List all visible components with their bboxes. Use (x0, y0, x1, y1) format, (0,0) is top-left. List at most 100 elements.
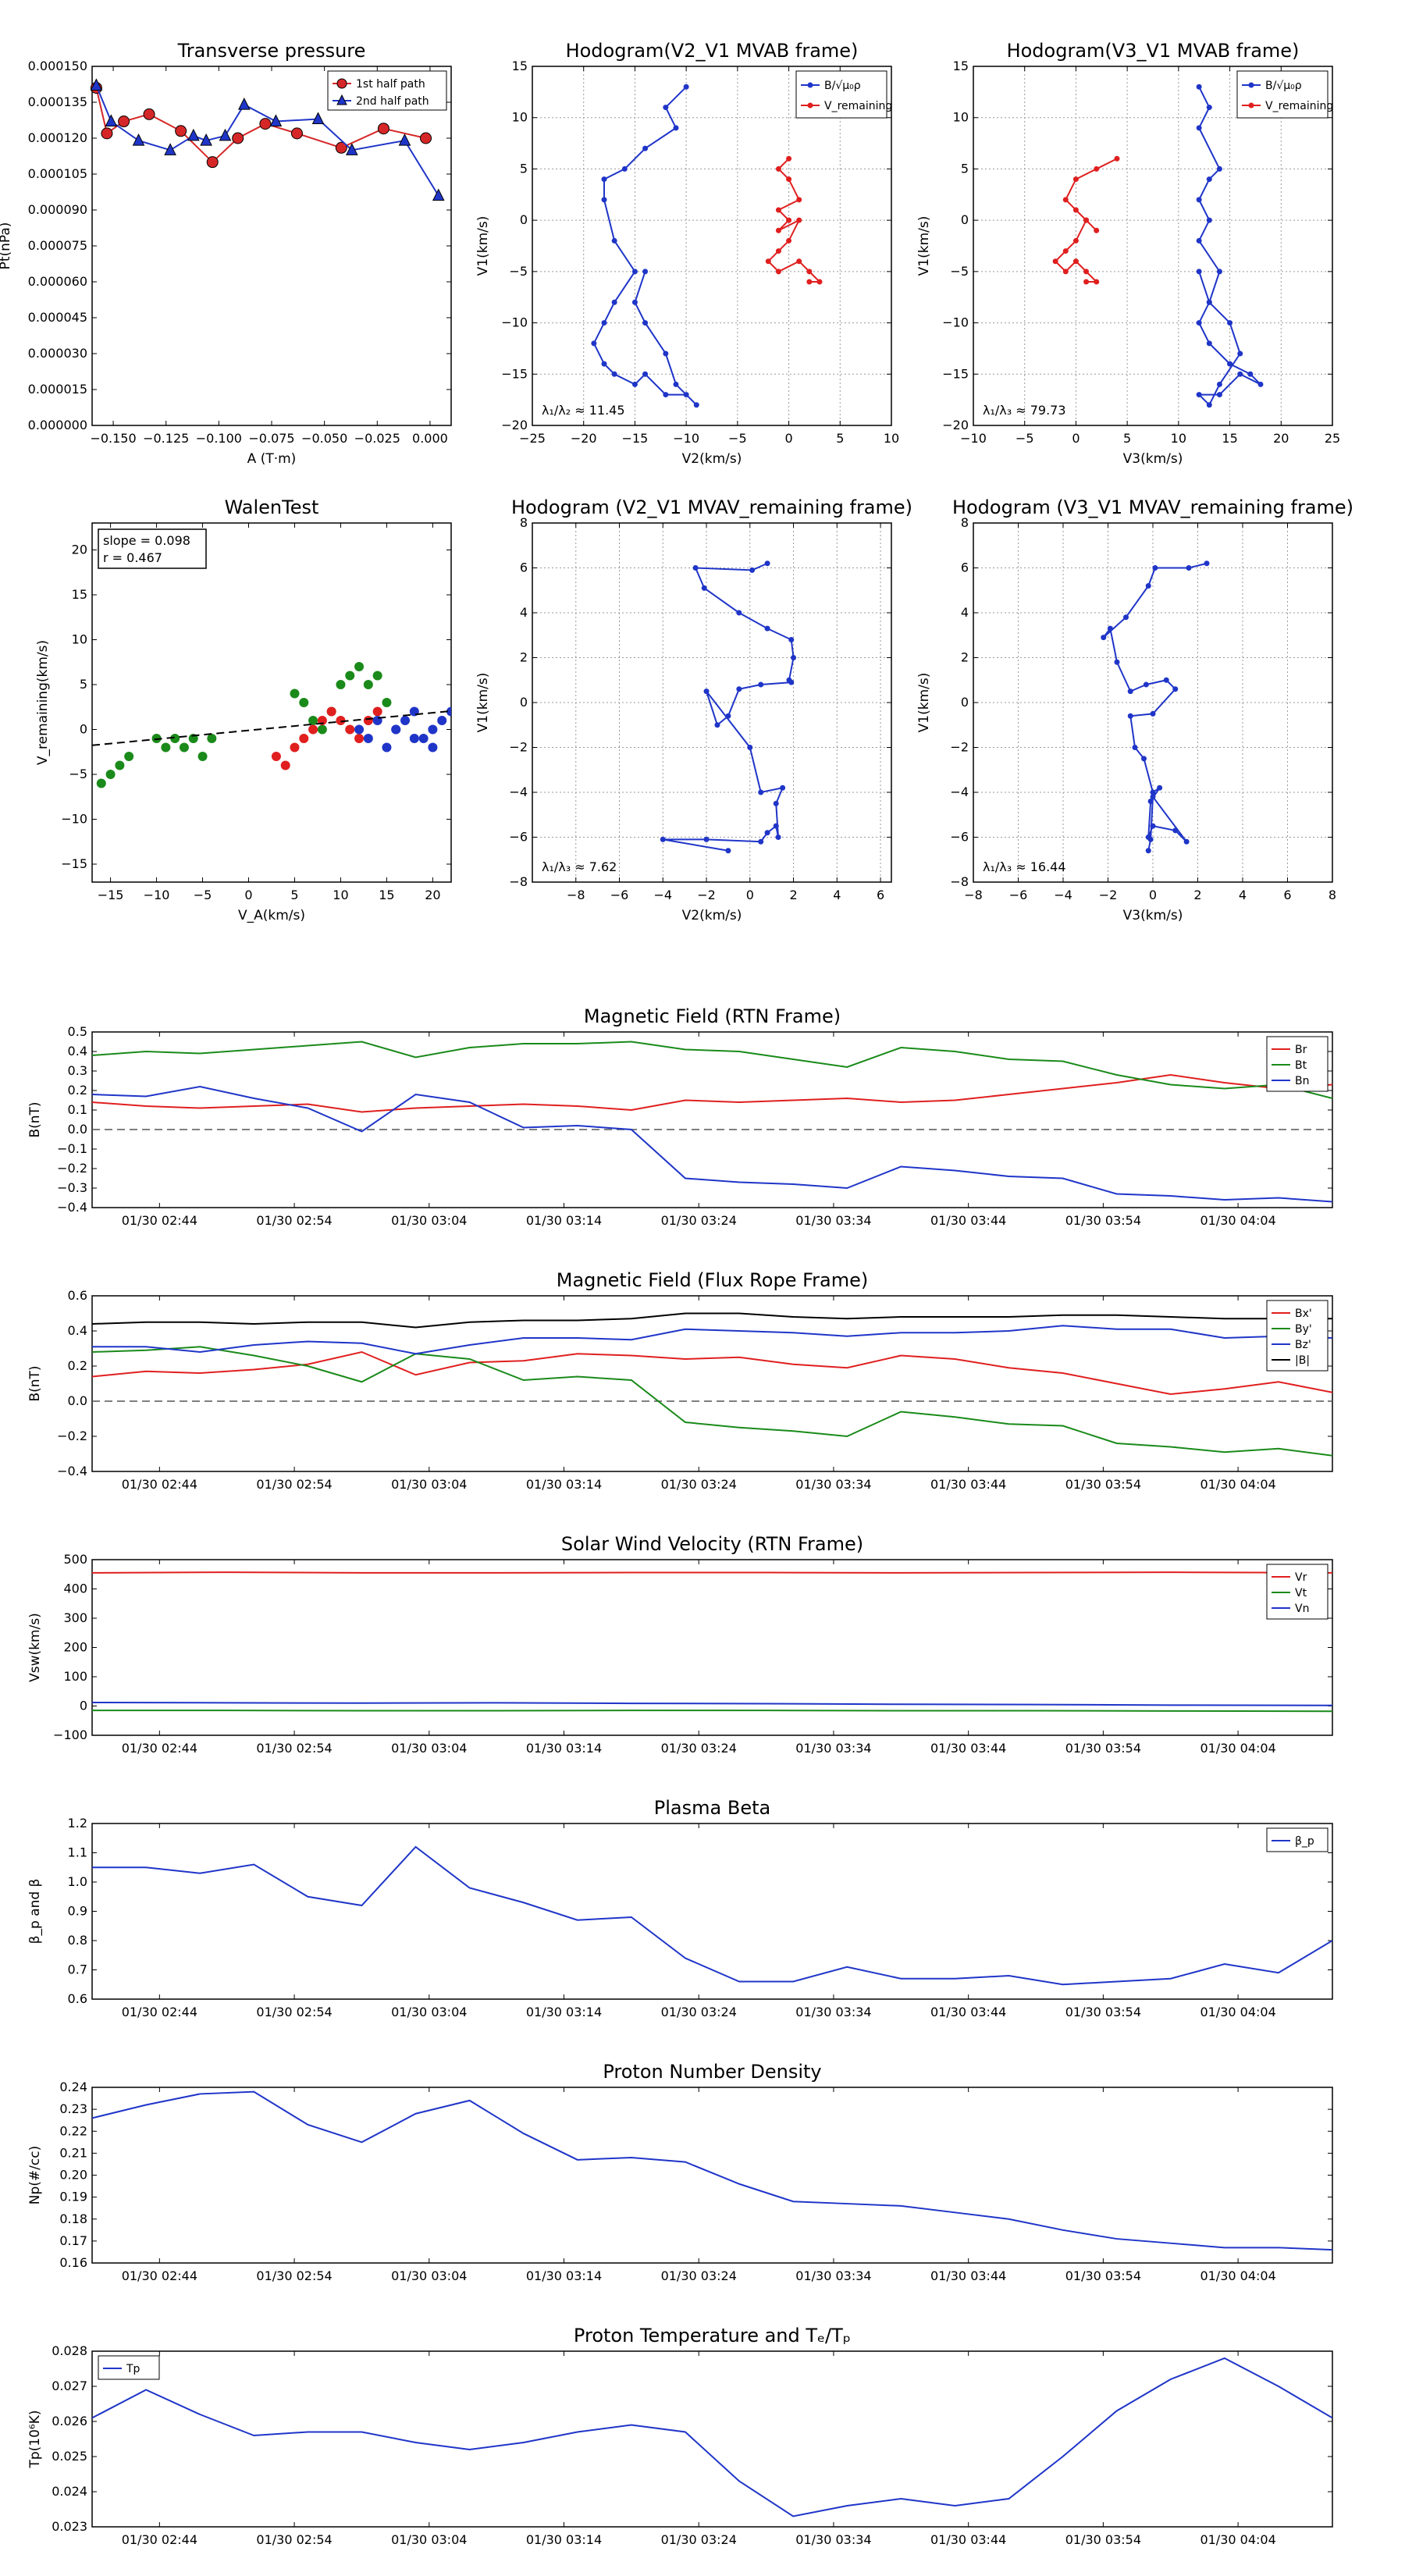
data-point (775, 227, 781, 233)
x-tick-label: 01/30 03:04 (391, 2268, 467, 2283)
hodo-v2-chart: −25 −20 −15 −10 −5 0 5 10−20−15−10−5051015Hodog… (475, 40, 899, 467)
data-point (1127, 713, 1133, 719)
data-point (308, 716, 318, 725)
legend-label: Vt (1295, 1587, 1307, 1599)
data-point (1072, 258, 1079, 265)
y-tick-label: −5 (950, 264, 969, 279)
series-line (663, 562, 795, 852)
series-line (92, 1325, 1332, 1355)
chart-title: Hodogram(V3_V1 MVAB frame) (1007, 40, 1300, 62)
data-point (601, 197, 607, 203)
data-point (354, 734, 365, 743)
x-tick-label: −8 (567, 888, 585, 902)
chart-title: Solar Wind Velocity (RTN Frame) (561, 1533, 863, 1555)
data-point (1163, 677, 1169, 683)
x-tick-label: 01/30 03:14 (526, 1477, 602, 1492)
data-point (1150, 710, 1156, 717)
y-tick-label: 400 (63, 1582, 87, 1596)
data-point (1227, 361, 1233, 367)
x-tick-label: 01/30 04:04 (1200, 1213, 1275, 1228)
x-tick-label: 5 (836, 431, 844, 446)
series-line (1054, 158, 1118, 283)
y-tick-label: 0 (80, 1699, 87, 1713)
data-point (90, 78, 103, 91)
y-tick-label: 1.2 (68, 1816, 87, 1831)
x-tick-label: 01/30 03:54 (1065, 2532, 1141, 2547)
legend-label: 2nd half path (356, 95, 429, 108)
data-point (683, 84, 689, 90)
data-point (758, 838, 764, 845)
data-point (1145, 583, 1151, 589)
data-point (428, 742, 438, 753)
data-point (611, 371, 617, 377)
data-point (197, 752, 208, 761)
x-tick-label: 4 (1239, 888, 1247, 902)
data-point (175, 125, 187, 137)
legend-label: Bt (1295, 1059, 1307, 1072)
y-tick-label: 0.000090 (28, 202, 87, 217)
x-tick-label: 01/30 03:34 (795, 2268, 871, 2283)
chart-title: Proton Temperature and Tₑ/Tₚ (574, 2325, 851, 2347)
data-point (420, 132, 432, 144)
y-tick-label: 0.20 (59, 2168, 87, 2183)
legend-marker (336, 78, 347, 89)
x-tick-label: 01/30 03:54 (1065, 1477, 1141, 1492)
legend-marker (1248, 82, 1254, 88)
y-tick-label: 0.7 (68, 1962, 87, 1977)
data-point (317, 724, 327, 735)
data-point (1094, 227, 1100, 233)
y-tick-label: −0.4 (57, 1200, 87, 1215)
y-tick-label: 0.000150 (28, 59, 87, 73)
chart-title: Transverse pressure (177, 40, 366, 62)
series-line (767, 158, 822, 283)
walen-test-chart: −15 −10 −5 0 5 10 15 20 −15 −10 −5 0 5 10 15 20 WalenTes… (35, 496, 452, 923)
data-point (1150, 794, 1156, 800)
x-axis-label: V_A(km/s) (238, 908, 305, 923)
data-point (1257, 381, 1264, 387)
y-tick-label: 0.025 (52, 2449, 87, 2464)
legend-label: Bz' (1295, 1339, 1311, 1351)
x-tick-label: 01/30 03:04 (391, 2005, 467, 2019)
x-tick-label: 5 (290, 888, 298, 902)
x-tick-label: 5 (1123, 431, 1131, 446)
data-point (299, 734, 309, 743)
data-point (631, 269, 638, 275)
data-point (1150, 789, 1156, 795)
data-point (663, 392, 669, 398)
y-tick-label: 0.000120 (28, 130, 87, 145)
y-tick-label: 0.4 (68, 1044, 87, 1059)
data-point (611, 299, 617, 305)
data-point (105, 770, 116, 779)
data-point (105, 114, 118, 127)
y-tick-label: 0.17 (59, 2233, 87, 2248)
data-point (1127, 688, 1133, 695)
x-tick-label: 15 (379, 888, 394, 902)
data-point (775, 269, 781, 275)
data-point (345, 671, 355, 681)
legend-label: By' (1295, 1323, 1312, 1336)
x-tick-label: −0.100 (196, 431, 242, 446)
y-axis-label: Tp(10⁶K) (27, 2410, 43, 2468)
y-tick-label: −8 (950, 874, 969, 889)
data-point (1147, 799, 1154, 804)
series-line (92, 1350, 1332, 1396)
chart-title: Hodogram (V2_V1 MVAV_remaining frame) (511, 496, 912, 518)
data-point (1062, 197, 1069, 203)
x-tick-label: 01/30 03:44 (930, 1741, 1006, 1756)
data-point (1172, 686, 1179, 692)
data-point (290, 127, 303, 140)
y-tick-label: 0 (961, 695, 969, 710)
legend-box (1236, 70, 1329, 119)
data-point (363, 734, 373, 743)
temp-timeseries-chart: 01/30 02:44 01/30 02:54 01/30 03:04 01/30 0… (27, 2325, 1333, 2547)
x-tick-label: 01/30 04:04 (1200, 2268, 1275, 2283)
ratio-annotation: λ₁/λ₂ ≈ 11.45 (542, 403, 625, 418)
bfield_rtn-timeseries-chart: 01/30 02:44 01/30 02:54 01/30 03:04 01/30 0… (27, 1005, 1333, 1228)
legend-label: β_p (1295, 1835, 1314, 1848)
y-tick-label: 0.23 (59, 2101, 87, 2116)
x-tick-label: 0 (1072, 431, 1080, 446)
data-point (1083, 217, 1090, 223)
x-tick-label: 10 (1171, 431, 1186, 446)
x-axis-label: V3(km/s) (1123, 451, 1183, 467)
